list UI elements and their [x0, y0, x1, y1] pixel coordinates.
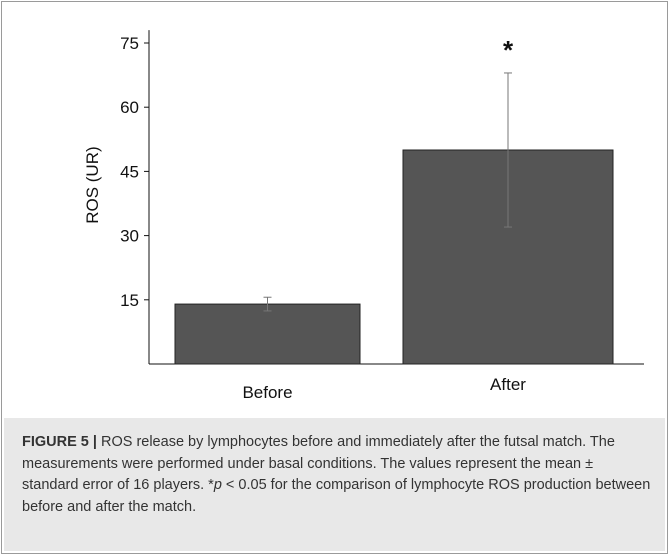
y-axis-label: ROS (UR): [83, 146, 102, 223]
y-tick-label: 30: [120, 227, 139, 246]
chart-bars: [174, 72, 614, 365]
figure-caption: FIGURE 5 | ROS release by lymphocytes be…: [22, 432, 652, 518]
bar-chart: 15 30 45 60 75 ROS (UR) Before After *: [83, 30, 644, 402]
y-tick-label: 15: [120, 291, 139, 310]
y-tick-label: 75: [120, 34, 139, 53]
caption-text-part2: < 0.05 for the comparison of lymphocyte …: [22, 477, 651, 515]
figure-caption-box: FIGURE 5 | ROS release by lymphocytes be…: [4, 418, 665, 551]
x-tick-label-after: After: [490, 375, 526, 394]
figure-label: FIGURE 5 |: [22, 434, 97, 450]
x-tick-label-before: Before: [242, 383, 292, 402]
significance-marker: *: [503, 35, 514, 65]
y-tick-label: 45: [120, 162, 139, 181]
chart-labels: 15 30 45 60 75 ROS (UR) Before After *: [83, 34, 526, 402]
y-tick-label: 60: [120, 98, 139, 117]
bar-before: [174, 303, 361, 365]
caption-p-symbol: p: [213, 477, 222, 493]
caption-text-part1: ROS release by lymphocytes before and im…: [22, 434, 615, 493]
